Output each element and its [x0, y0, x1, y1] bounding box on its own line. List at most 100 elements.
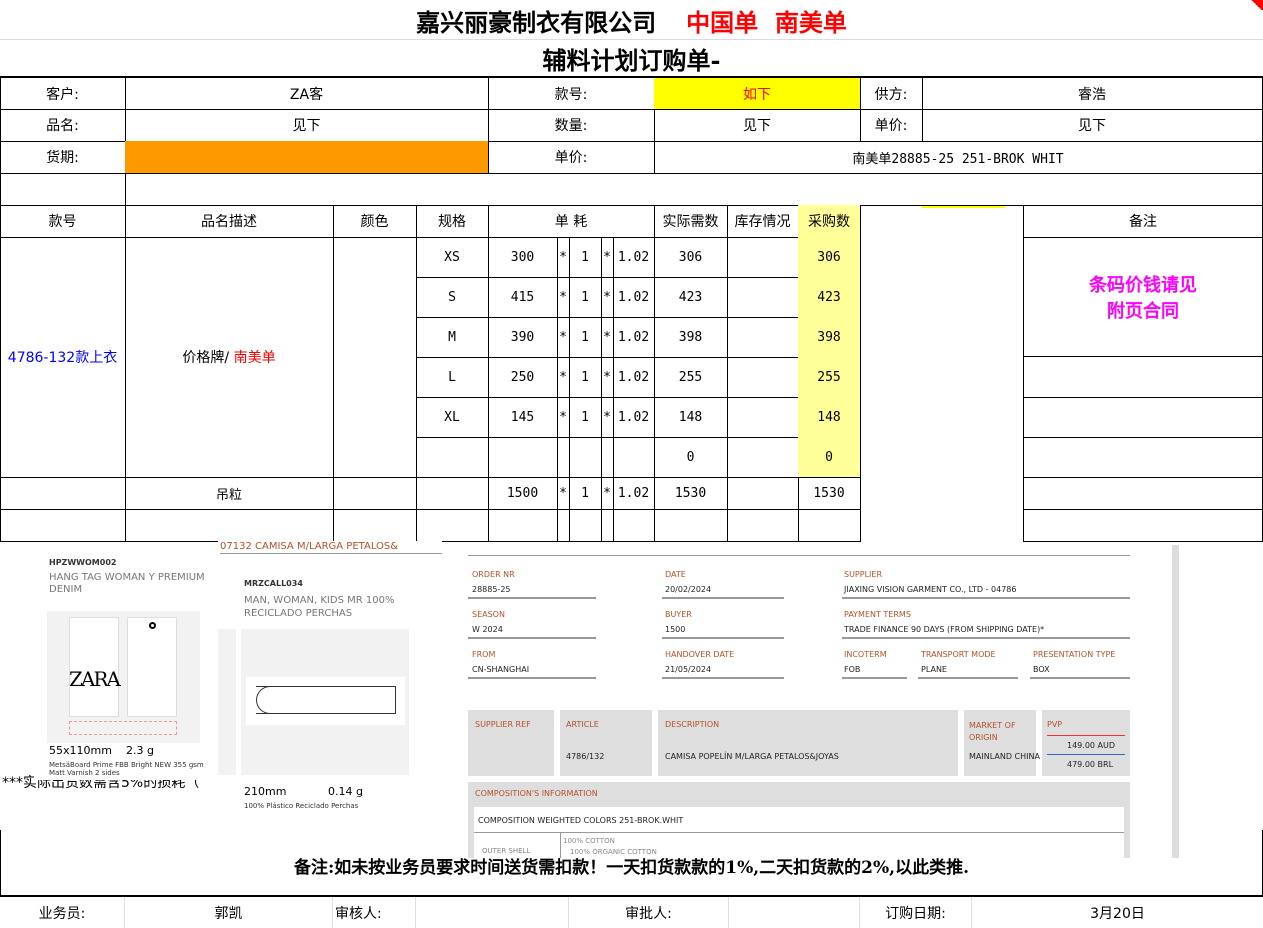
supplier-label: 供方: — [860, 78, 923, 110]
multiply-sign[interactable]: * — [601, 477, 614, 510]
delivery-value[interactable] — [125, 141, 489, 174]
usage-qty-cell[interactable]: 390 — [488, 317, 558, 358]
market-label: MARKET OF ORIGIN — [969, 721, 1016, 742]
multiply-sign[interactable]: * — [601, 317, 614, 358]
actual-qty-cell[interactable]: 255 — [654, 357, 728, 398]
multiply-sign[interactable]: * — [557, 397, 570, 438]
blank-cell[interactable] — [557, 509, 570, 542]
stock-cell[interactable] — [727, 317, 799, 358]
customer-label: 客户: — [0, 78, 126, 110]
usage-qty-cell[interactable]: 145 — [488, 397, 558, 438]
multiply-sign[interactable]: * — [557, 237, 570, 278]
price-value[interactable]: 见下 — [922, 109, 1263, 142]
multiply-sign[interactable]: * — [557, 477, 570, 510]
size-cell[interactable]: M — [416, 317, 489, 358]
blank-cell[interactable] — [0, 509, 126, 542]
factor-cell[interactable]: 1 — [569, 237, 602, 278]
size-cell[interactable]: S — [416, 277, 489, 318]
desc-cell-tag[interactable]: 吊粒 — [125, 477, 334, 510]
blank-cell[interactable] — [654, 509, 728, 542]
blank-cell[interactable] — [798, 509, 861, 542]
size-cell[interactable]: L — [416, 357, 489, 398]
blank-cell[interactable] — [416, 509, 489, 542]
color-cell[interactable] — [333, 477, 417, 510]
multiply-sign[interactable] — [601, 437, 614, 478]
usage-qty-cell[interactable]: 1500 — [488, 477, 558, 510]
factor-cell[interactable]: 1 — [569, 357, 602, 398]
approver-value[interactable] — [729, 897, 860, 928]
multiply-sign[interactable] — [557, 437, 570, 478]
factor-cell[interactable]: 1 — [569, 277, 602, 318]
reviewer-value[interactable] — [416, 897, 569, 928]
blank-cell[interactable] — [488, 509, 558, 542]
purchase-qty-cell[interactable]: 255 — [798, 357, 861, 398]
loss-rate-cell[interactable]: 1.02 — [613, 397, 655, 438]
usage-qty-cell[interactable]: 300 — [488, 237, 558, 278]
multiply-sign[interactable]: * — [601, 397, 614, 438]
multiply-sign[interactable]: * — [601, 277, 614, 318]
usage-qty-cell[interactable]: 415 — [488, 277, 558, 318]
blank-cell[interactable] — [333, 509, 417, 542]
factor-cell[interactable]: 1 — [569, 477, 602, 510]
purchase-qty-cell[interactable]: 1530 — [798, 477, 861, 510]
loss-rate-cell[interactable]: 1.02 — [613, 237, 655, 278]
multiply-sign[interactable]: * — [601, 357, 614, 398]
factor-cell[interactable] — [569, 437, 602, 478]
supplier-value[interactable]: 睿浩 — [922, 78, 1263, 110]
color-cell[interactable] — [333, 237, 417, 478]
loss-rate-cell[interactable] — [613, 437, 655, 478]
style-value[interactable]: 如下 — [654, 78, 861, 110]
purchase-qty-cell[interactable]: 148 — [798, 397, 861, 438]
style-number[interactable]: 4786-132款上衣 — [0, 237, 126, 478]
usage-qty-cell[interactable]: 250 — [488, 357, 558, 398]
blank-cell[interactable] — [0, 173, 126, 206]
stock-cell[interactable] — [727, 477, 799, 510]
size-cell[interactable]: XS — [416, 237, 489, 278]
multiply-sign[interactable]: * — [601, 237, 614, 278]
multiply-sign[interactable]: * — [557, 277, 570, 318]
actual-qty-cell[interactable]: 0 — [654, 437, 728, 478]
multiply-sign[interactable]: * — [557, 317, 570, 358]
purchase-qty-cell[interactable]: 0 — [798, 437, 861, 478]
blank-cell[interactable] — [125, 509, 334, 542]
actual-qty-cell[interactable]: 423 — [654, 277, 728, 318]
actual-qty-cell[interactable]: 398 — [654, 317, 728, 358]
product-value[interactable]: 见下 — [125, 109, 489, 142]
image-scrollbar[interactable] — [1172, 545, 1179, 858]
loss-rate-cell[interactable]: 1.02 — [613, 477, 655, 510]
size-cell[interactable] — [416, 477, 489, 510]
customer-value[interactable]: ZA客 — [125, 78, 489, 110]
multiply-sign[interactable]: * — [557, 357, 570, 398]
stock-cell[interactable] — [727, 357, 799, 398]
actual-qty-cell[interactable]: 1530 — [654, 477, 728, 510]
blank-cell[interactable] — [125, 173, 1263, 206]
stock-cell[interactable] — [727, 277, 799, 318]
size-cell[interactable] — [416, 437, 489, 478]
factor-cell[interactable]: 1 — [569, 397, 602, 438]
blank-cell[interactable] — [569, 509, 602, 542]
actual-qty-cell[interactable]: 306 — [654, 237, 728, 278]
size-cell[interactable]: XL — [416, 397, 489, 438]
order-date-value[interactable]: 3月20日 — [1090, 905, 1145, 922]
sales-value[interactable]: 郭凯 — [125, 897, 333, 928]
purchase-qty-cell[interactable]: 398 — [798, 317, 861, 358]
purchase-qty-cell[interactable]: 306 — [798, 237, 861, 278]
loss-rate-cell[interactable]: 1.02 — [613, 277, 655, 318]
blank-cell[interactable] — [601, 509, 614, 542]
outer-comp-1: 100% COTTON — [563, 837, 615, 845]
loss-rate-cell[interactable]: 1.02 — [613, 317, 655, 358]
purchase-qty-cell[interactable]: 423 — [798, 277, 861, 318]
desc-cell[interactable]: 价格牌/ 南美单 — [125, 237, 334, 478]
blank-cell[interactable] — [727, 509, 799, 542]
qty-value[interactable]: 见下 — [654, 109, 861, 142]
stock-cell[interactable] — [727, 237, 799, 278]
factor-cell[interactable]: 1 — [569, 317, 602, 358]
blank-cell[interactable] — [0, 477, 126, 510]
loss-rate-cell[interactable]: 1.02 — [613, 357, 655, 398]
blank-cell[interactable] — [613, 509, 655, 542]
actual-qty-cell[interactable]: 148 — [654, 397, 728, 438]
usage-qty-cell[interactable] — [488, 437, 558, 478]
stock-cell[interactable] — [727, 437, 799, 478]
price2-value[interactable]: 南美单28885-25 251-BROK WHIT — [654, 141, 1263, 174]
stock-cell[interactable] — [727, 397, 799, 438]
